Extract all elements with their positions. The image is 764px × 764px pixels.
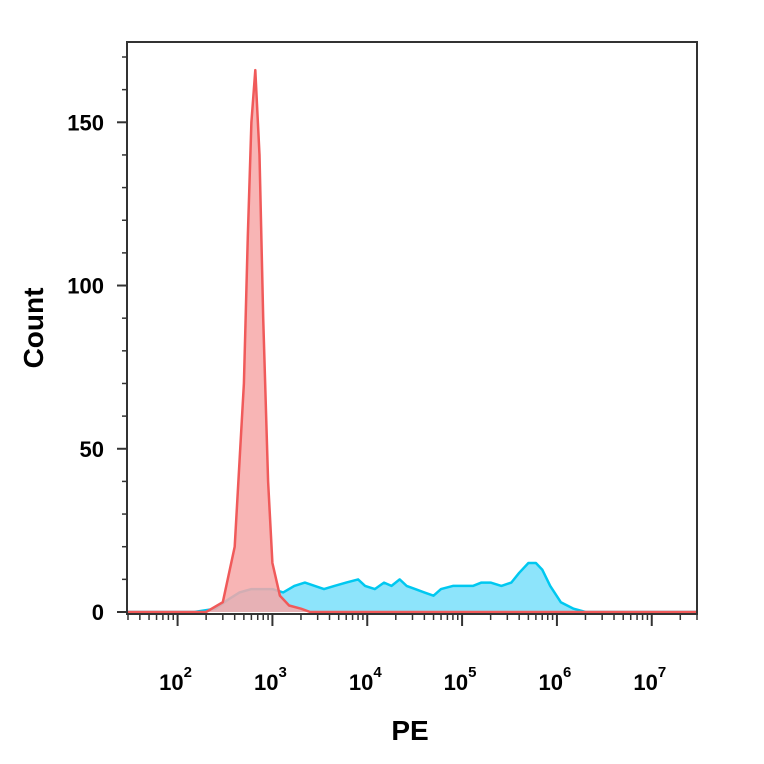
series-layer — [128, 68, 697, 614]
x-tick-label: 102 — [159, 664, 192, 695]
x-tick-label: 104 — [349, 664, 382, 695]
x-tick-label: 107 — [633, 664, 666, 695]
y-axis-title: Count — [18, 288, 49, 369]
y-tick-label: 100 — [67, 274, 104, 299]
y-tick-label: 150 — [67, 110, 104, 135]
y-tick-label: 0 — [92, 600, 104, 625]
y-tick-label: 50 — [80, 437, 104, 462]
x-tick-label: 103 — [254, 664, 287, 695]
x-tick-label: 106 — [539, 664, 572, 695]
x-axis-title: PE — [391, 715, 428, 746]
series-1-fill — [128, 70, 697, 613]
x-tick-label: 105 — [444, 664, 477, 695]
series-1-line — [128, 68, 697, 614]
plot-frame — [126, 41, 698, 615]
axis-layer: 0 50 100 150 102 103 104 105 106 107 — [67, 56, 698, 695]
